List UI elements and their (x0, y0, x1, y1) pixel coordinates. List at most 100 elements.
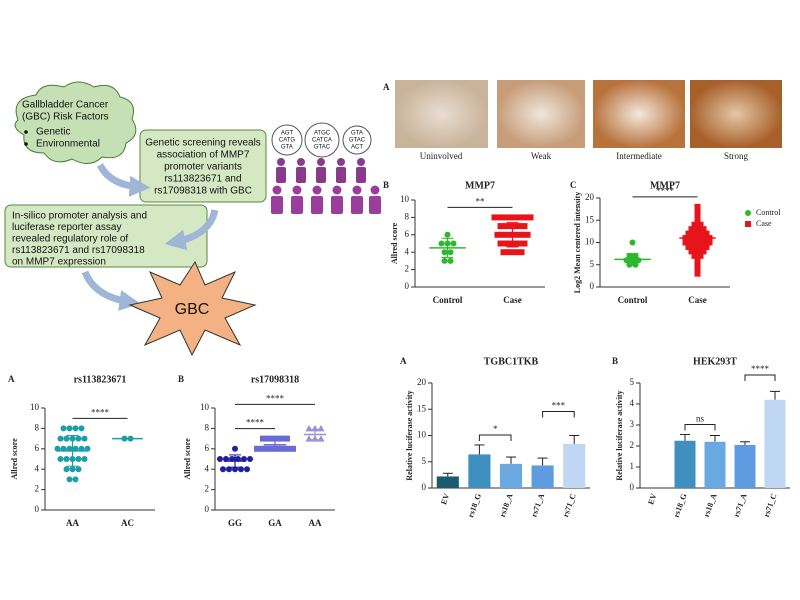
y-tick-label: 0 (422, 482, 427, 492)
point (632, 252, 639, 259)
point (497, 214, 504, 221)
point (515, 223, 522, 230)
assay-text: luciferase reporter assay (12, 222, 122, 233)
x-tick-label: AA (309, 518, 322, 528)
point (260, 435, 266, 442)
point (745, 221, 751, 227)
y-tick-label: 0 (35, 504, 40, 514)
panel-label: A (383, 82, 390, 92)
point (278, 435, 284, 442)
point (305, 435, 313, 442)
point (700, 239, 707, 246)
y-tick-label: 10 (30, 402, 40, 412)
point (694, 203, 701, 210)
y-axis-label: Allred score (183, 438, 192, 480)
point (697, 230, 704, 237)
point (305, 424, 313, 432)
x-tick-label: rs18_G (672, 492, 689, 518)
x-tick-label: AA (66, 518, 79, 528)
point (75, 466, 82, 473)
point (694, 261, 701, 268)
y-tick-label: 10 (417, 430, 427, 440)
point (626, 252, 633, 259)
significance-bracket (744, 374, 776, 381)
dna-sequence: GTA (281, 145, 293, 151)
point (232, 466, 238, 473)
panel-label: C (570, 180, 577, 190)
point (266, 435, 272, 442)
point (527, 214, 534, 221)
dna-sequence: AGT (281, 131, 294, 137)
risk-factor: Genetic (36, 127, 70, 138)
point (521, 223, 528, 230)
point (447, 249, 454, 256)
y-tick-label: 2 (405, 264, 410, 274)
point (450, 240, 457, 247)
dna-sequence: ACT (351, 145, 363, 151)
point (217, 456, 223, 462)
point (497, 240, 504, 247)
y-tick-label: 10 (200, 402, 210, 412)
point (69, 466, 76, 473)
chart-title: rs17098318 (251, 374, 299, 385)
y-axis-label: Allred score (10, 438, 19, 480)
x-tick-label: Case (503, 295, 522, 305)
chart-title: HEK293T (693, 356, 737, 367)
significance-label: **** (246, 418, 265, 428)
y-tick-label: 3 (630, 419, 635, 429)
point (518, 249, 525, 256)
risk-factor-title: (GBC) Risk Factors (22, 112, 109, 123)
y-tick-label: 10 (400, 194, 410, 204)
bar (764, 399, 786, 488)
assay-text: revealed regulatory role of (12, 234, 128, 245)
point (697, 221, 704, 228)
y-tick-label: 10 (585, 237, 595, 247)
y-tick-label: 15 (585, 214, 595, 224)
significance-label: **** (751, 364, 770, 374)
image-label: Weak (531, 151, 552, 161)
dna-sequence: CATG (279, 138, 296, 144)
point (290, 445, 296, 452)
x-tick-label: rs71_C (561, 492, 578, 518)
point (691, 230, 698, 237)
x-tick-label: rs18_A (702, 492, 719, 518)
point (284, 445, 290, 452)
point (244, 466, 250, 473)
point (685, 243, 692, 250)
point (63, 466, 70, 473)
y-tick-label: 5 (590, 259, 595, 269)
point (78, 425, 85, 432)
point (254, 445, 260, 452)
significance-bracket (478, 434, 512, 441)
point (317, 424, 325, 432)
point (66, 425, 73, 432)
point (706, 239, 713, 246)
point (506, 249, 513, 256)
bullet (24, 142, 28, 146)
y-tick-label: 4 (35, 463, 40, 473)
point (694, 217, 701, 224)
point (260, 445, 266, 452)
bar (499, 463, 523, 488)
x-tick-label: rs71_A (732, 492, 749, 518)
point (691, 221, 698, 228)
bar (531, 465, 554, 488)
y-axis-label: Log2 Mean centered intensity (573, 192, 582, 293)
point (66, 476, 73, 483)
x-tick-label: rs18_A (498, 492, 515, 518)
dna-sequence: GTA (351, 131, 363, 137)
point (266, 445, 272, 452)
point (500, 249, 507, 256)
panel-label: B (178, 374, 184, 384)
significance-label: **** (91, 407, 110, 417)
point (441, 249, 448, 256)
significance-bracket (684, 423, 716, 431)
y-tick-label: 5 (630, 377, 635, 387)
significance-label: * (493, 424, 498, 434)
point (72, 425, 79, 432)
y-tick-label: 2 (630, 440, 635, 450)
point (497, 223, 504, 230)
significance-label: ns (696, 414, 705, 424)
point (694, 208, 701, 215)
point (691, 243, 698, 250)
